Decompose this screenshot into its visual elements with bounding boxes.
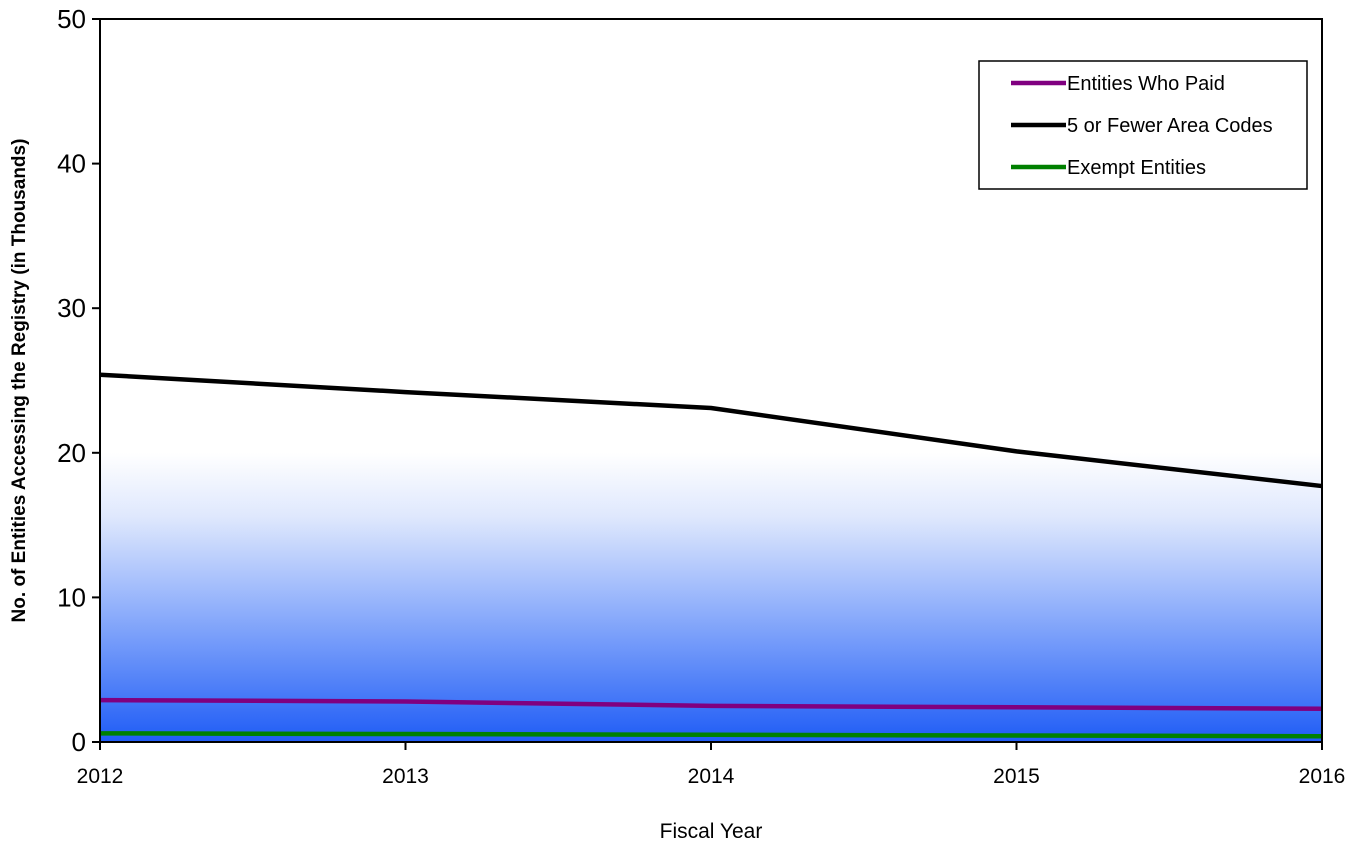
x-tick-label: 2013 xyxy=(382,765,429,788)
legend: Entities Who Paid 5 or Fewer Area Codes Ex… xyxy=(978,60,1308,190)
legend-entry-label: Exempt Entities xyxy=(1067,157,1206,179)
plot-border xyxy=(99,18,1323,743)
y-tick-label: 0 xyxy=(72,727,86,757)
y-tick-label: 30 xyxy=(57,293,86,323)
x-tick-label: 2016 xyxy=(1299,765,1346,788)
y-tick-label: 10 xyxy=(57,582,86,612)
y-tick-label: 40 xyxy=(57,149,86,179)
x-tick-label: 2015 xyxy=(993,765,1040,788)
y-axis-label: No. of Entities Accessing the Registry (… xyxy=(9,139,30,623)
legend-entry-label: Entities Who Paid xyxy=(1067,73,1225,95)
plot-gradient-fill xyxy=(100,452,1322,742)
x-axis-label: Fiscal Year xyxy=(660,820,763,843)
x-tick-label: 2014 xyxy=(688,765,735,788)
y-tick-label: 20 xyxy=(57,438,86,468)
x-axis: 2012 2013 2014 2015 2016 xyxy=(77,742,1346,788)
y-tick-label: 50 xyxy=(57,4,86,34)
y-axis: 0 10 20 30 40 50 xyxy=(57,4,100,757)
legend-entry-label: 5 or Fewer Area Codes xyxy=(1067,115,1273,137)
series-layer xyxy=(99,372,1323,739)
x-tick-label: 2012 xyxy=(77,765,124,788)
